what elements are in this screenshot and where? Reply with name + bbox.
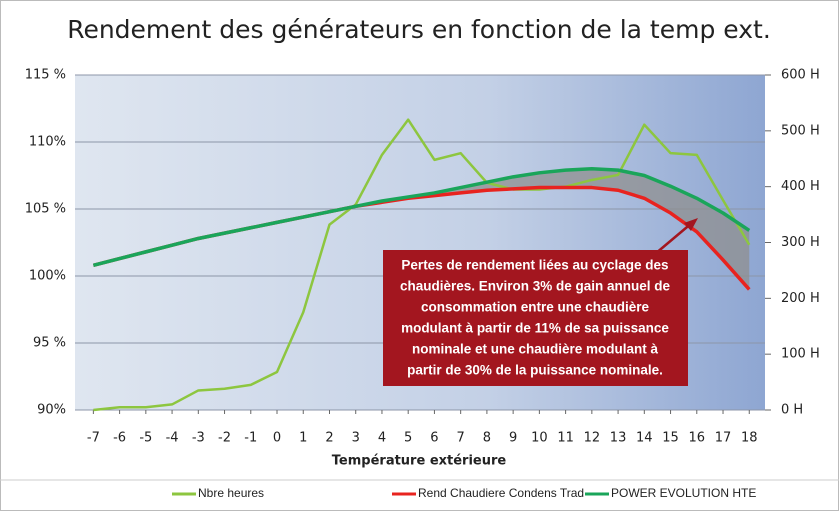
annotation-text: chaudières. Environ 3% de gain annuel de (400, 279, 671, 294)
y-tick-label: 105 % (25, 202, 66, 217)
annotation-arrow (654, 221, 694, 255)
x-tick-label: 6 (430, 431, 438, 446)
legend-label: Rend Chaudiere Condens Trad (418, 486, 584, 500)
annotation-text: Pertes de rendement liées au cyclage des (401, 258, 668, 273)
x-tick-label: -1 (244, 431, 257, 446)
x-tick-label: 15 (662, 431, 679, 446)
x-tick-label: -3 (192, 431, 205, 446)
x-tick-label: 3 (352, 431, 360, 446)
x-tick-label: 14 (636, 431, 653, 446)
annotation-box (383, 250, 688, 386)
x-tick-label: 17 (715, 431, 732, 446)
x-tick-label: 0 (273, 431, 281, 446)
x-tick-label: -2 (218, 431, 231, 446)
y-tick-label: 90% (37, 403, 66, 418)
x-tick-label: 18 (741, 431, 758, 446)
annotation-text: nominale et une chaudière modulant à (412, 342, 659, 357)
x-tick-label: 11 (557, 431, 574, 446)
x-tick-label: 7 (457, 431, 465, 446)
y2-tick-label: 500 H (781, 123, 820, 138)
x-tick-label: 12 (584, 431, 601, 446)
legend-label: POWER EVOLUTION HTE (611, 486, 756, 500)
x-axis-label: Température extérieure (332, 454, 507, 469)
x-tick-label: 1 (299, 431, 307, 446)
x-tick-label: 5 (404, 431, 412, 446)
y-tick-label: 100% (29, 269, 66, 284)
x-tick-label: 10 (531, 431, 548, 446)
y-tick-label: 110% (29, 135, 66, 150)
series-line (92, 167, 751, 267)
annotation-text: consommation entre une chaudière (421, 300, 650, 315)
x-tick-label: 2 (325, 431, 333, 446)
series-line (93, 118, 751, 412)
y2-tick-label: 400 H (781, 179, 820, 194)
y2-tick-label: 200 H (781, 291, 820, 306)
y-tick-label: 95 % (33, 336, 66, 351)
legend-label: Nbre heures (198, 486, 264, 500)
x-tick-label: -6 (113, 431, 126, 446)
y2-tick-label: 0 H (781, 403, 803, 418)
x-tick-label: -7 (87, 431, 100, 446)
x-tick-label: 8 (483, 431, 491, 446)
y2-tick-label: 300 H (781, 235, 820, 250)
x-tick-label: -5 (139, 431, 152, 446)
y-tick-label: 115 % (25, 68, 66, 83)
x-tick-label: 4 (378, 431, 386, 446)
annotation-arrowhead (684, 218, 698, 231)
annotation-text: modulant à partir de 11% de sa puissance (401, 321, 669, 336)
annotation-text: partir de 30% de la puissance nominale. (407, 363, 663, 378)
chart-title: Rendement des générateurs en fonction de… (67, 15, 771, 44)
x-tick-label: 13 (610, 431, 627, 446)
y2-tick-label: 600 H (781, 68, 820, 83)
x-tick-label: 9 (509, 431, 517, 446)
x-tick-label: -4 (166, 431, 179, 446)
x-tick-label: 16 (689, 431, 706, 446)
y2-tick-label: 100 H (781, 347, 820, 362)
